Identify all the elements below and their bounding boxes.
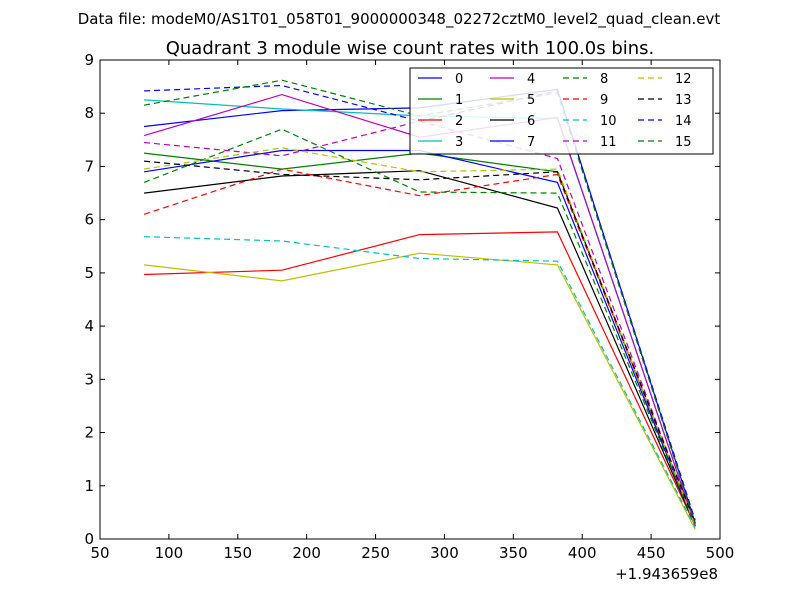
legend-label-13: 13: [675, 93, 692, 108]
x-tick-label: 50: [90, 544, 109, 562]
legend-label-14: 14: [675, 114, 692, 129]
x-tick-label: 500: [706, 544, 735, 562]
x-axis: 50 100 150 200 250 300 350 400 450 500: [90, 60, 734, 562]
chart-title: Quadrant 3 module wise count rates with …: [166, 38, 655, 59]
y-tick-label: 4: [84, 317, 94, 335]
x-tick-label: 300: [430, 544, 459, 562]
legend-label-12: 12: [675, 72, 692, 87]
y-tick-label: 8: [84, 104, 94, 122]
x-tick-label: 450: [637, 544, 666, 562]
legend-label-8: 8: [600, 72, 608, 87]
legend-box: [409, 67, 714, 155]
series-line-12: [144, 147, 696, 526]
legend-label-1: 1: [455, 93, 463, 108]
legend-label-15: 15: [675, 135, 692, 150]
series-line-11: [144, 120, 696, 526]
legend-label-5: 5: [527, 93, 535, 108]
series-line-5: [144, 252, 696, 530]
legend-label-9: 9: [600, 93, 608, 108]
x-tick-label: 400: [568, 544, 597, 562]
legend-label-7: 7: [527, 135, 535, 150]
series-line-13: [144, 160, 696, 524]
legend-label-2: 2: [455, 114, 463, 129]
series-line-7: [144, 149, 696, 526]
x-tick-label: 150: [223, 544, 252, 562]
legend-label-11: 11: [600, 135, 617, 150]
series-line-6: [144, 170, 696, 526]
legend-label-3: 3: [455, 135, 463, 150]
series-line-9: [143, 168, 696, 525]
series-line-8: [143, 128, 696, 526]
series-line-2: [144, 231, 696, 526]
x-axis-offset-label: +1.943659e8: [615, 565, 718, 583]
series-line-1: [144, 152, 696, 526]
legend-label-4: 4: [527, 72, 535, 87]
y-tick-label: 5: [84, 264, 94, 282]
figure-suptitle: Data file: modeM0/AS1T01_058T01_90000003…: [78, 10, 721, 29]
x-tick-label: 250: [361, 544, 390, 562]
x-tick-label: 100: [155, 544, 184, 562]
series-line-10: [144, 236, 696, 528]
x-tick-label: 350: [499, 544, 528, 562]
y-tick-label: 7: [84, 157, 94, 175]
x-tick-label: 200: [292, 544, 321, 562]
y-tick-label: 2: [84, 424, 94, 442]
y-tick-label: 6: [84, 211, 94, 229]
y-tick-label: 1: [84, 477, 94, 495]
legend-label-0: 0: [455, 72, 463, 87]
plot-frame: [99, 59, 721, 540]
y-tick-label: 0: [84, 530, 94, 548]
y-tick-label: 9: [84, 51, 94, 69]
y-tick-label: 3: [84, 370, 94, 388]
legend-label-10: 10: [600, 114, 617, 129]
legend-label-6: 6: [527, 114, 535, 129]
